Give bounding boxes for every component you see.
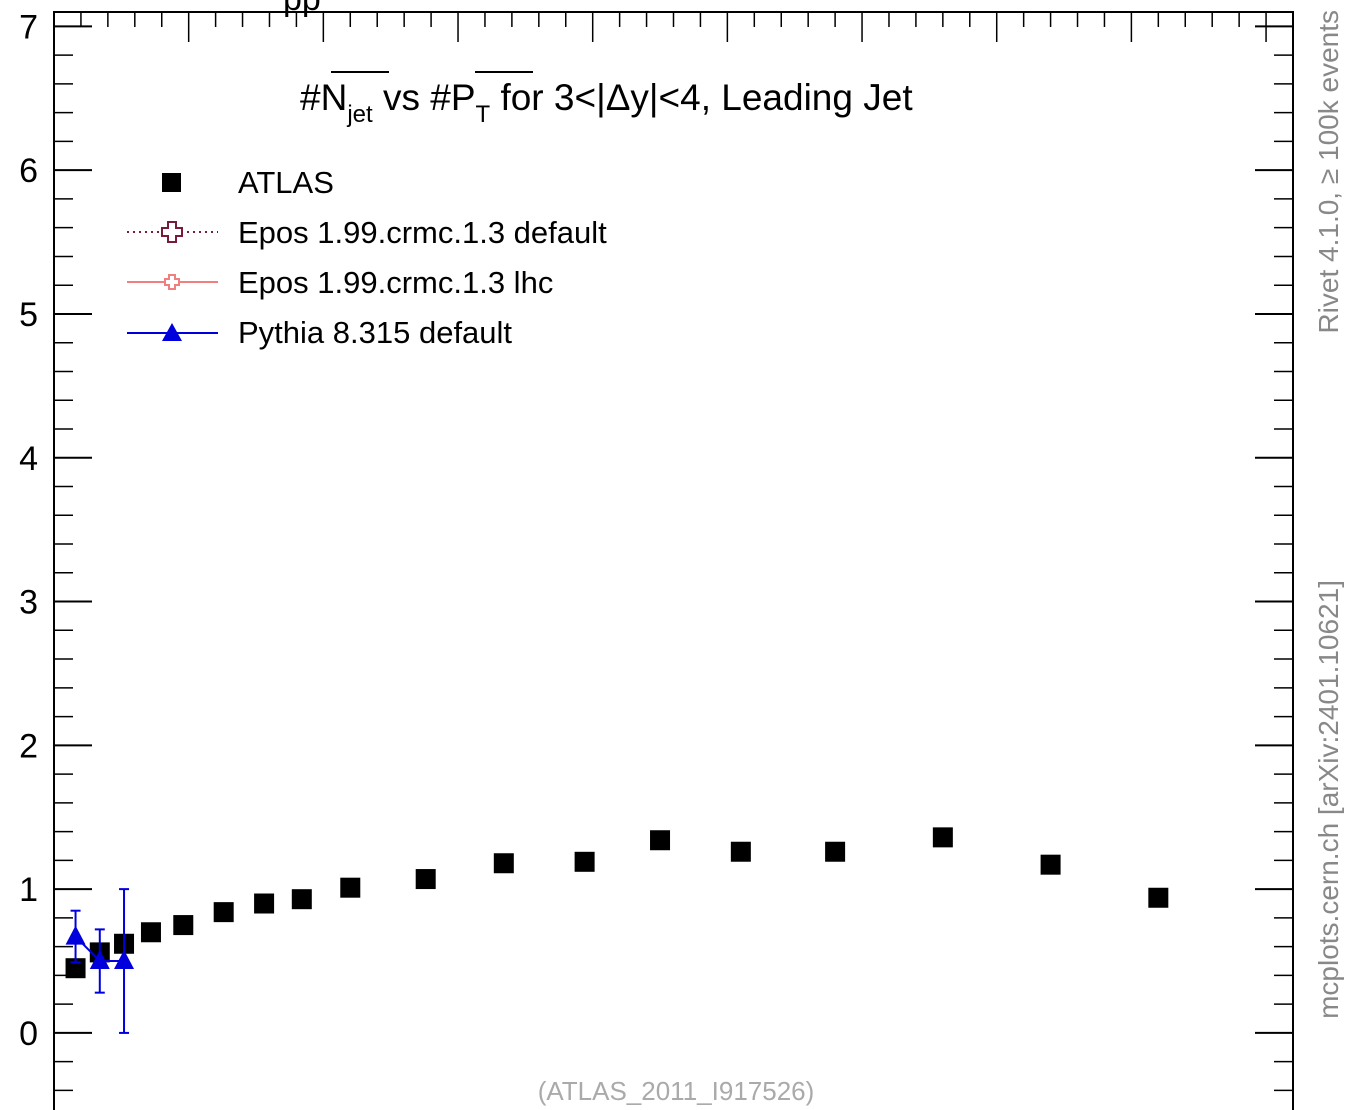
data-point-square bbox=[1040, 854, 1061, 875]
y-tick-label: 7 bbox=[19, 8, 38, 46]
y-tick-label: 6 bbox=[19, 152, 38, 190]
legend-item-epos-default: Epos 1.99.crmc.1.3 default bbox=[127, 215, 607, 250]
title-vs: vs # bbox=[373, 77, 452, 118]
legend-marker-square bbox=[162, 173, 181, 192]
legend-marker-open-cross bbox=[164, 274, 180, 290]
data-point-square bbox=[173, 915, 194, 936]
data-point-square bbox=[291, 889, 312, 910]
legend-marker-open-cross bbox=[161, 221, 183, 243]
data-point-square bbox=[650, 830, 671, 851]
title-hash-n: # bbox=[300, 77, 321, 118]
y-tick-label: 1 bbox=[19, 871, 38, 909]
legend-label-atlas: ATLAS bbox=[238, 165, 334, 200]
data-point-square bbox=[932, 827, 953, 848]
legend-item-epos-lhc: Epos 1.99.crmc.1.3 lhc bbox=[127, 265, 553, 300]
y-axis: 0 1 2 3 4 5 6 7 bbox=[19, 8, 1293, 1092]
series-atlas bbox=[65, 827, 1169, 979]
legend-label-epos-lhc: Epos 1.99.crmc.1.3 lhc bbox=[238, 265, 553, 300]
svg-text:#Njet vs #PT for 3<|Δy|<4, Lea: #Njet vs #PT for 3<|Δy|<4, Leading Jet bbox=[300, 77, 913, 128]
data-point-square bbox=[140, 922, 161, 943]
y-tick-label: 0 bbox=[19, 1015, 38, 1053]
analysis-watermark: (ATLAS_2011_I917526) bbox=[538, 1076, 815, 1106]
chart-title: #Njet vs #PT for 3<|Δy|<4, Leading Jet bbox=[300, 71, 913, 128]
legend-item-atlas: ATLAS bbox=[162, 165, 334, 200]
data-point-triangle bbox=[65, 925, 86, 945]
mcplots-label: mcplots.cern.ch [arXiv:2401.10621] bbox=[1313, 580, 1344, 1019]
data-point-square bbox=[415, 869, 436, 890]
data-point-square bbox=[213, 902, 234, 923]
data-point-square bbox=[1148, 887, 1169, 908]
top-label: pp bbox=[283, 0, 321, 18]
y-tick-label: 3 bbox=[19, 584, 38, 622]
legend-label-pythia: Pythia 8.315 default bbox=[238, 315, 512, 350]
data-point-square bbox=[825, 841, 846, 862]
legend: ATLAS Epos 1.99.crmc.1.3 default Epos 1.… bbox=[127, 165, 607, 350]
series-pythia-8-315-default bbox=[65, 888, 135, 1034]
title-p-symbol: P bbox=[451, 77, 476, 118]
y-tick-label: 4 bbox=[19, 440, 38, 478]
data-point-square bbox=[254, 893, 275, 914]
data-point-square bbox=[340, 877, 361, 898]
data-layer bbox=[65, 827, 1169, 1034]
rivet-version-label: Rivet 4.1.0, ≥ 100k events bbox=[1313, 10, 1344, 334]
legend-marker-triangle bbox=[162, 323, 182, 341]
title-p-subscript: T bbox=[476, 101, 491, 128]
legend-item-pythia: Pythia 8.315 default bbox=[127, 315, 512, 350]
title-n-subscript: jet bbox=[346, 101, 373, 128]
data-point-square bbox=[730, 841, 751, 862]
data-point-square bbox=[574, 851, 595, 872]
title-n-symbol: N bbox=[321, 77, 348, 118]
title-suffix: for 3<|Δy|<4, Leading Jet bbox=[490, 77, 913, 118]
y-tick-label: 2 bbox=[19, 727, 38, 765]
x-axis-ticks bbox=[80, 12, 1267, 42]
y-tick-label: 5 bbox=[19, 296, 38, 334]
data-point-square bbox=[493, 853, 514, 874]
data-point-triangle bbox=[89, 950, 110, 970]
legend-label-epos-default: Epos 1.99.crmc.1.3 default bbox=[238, 215, 607, 250]
data-point-triangle bbox=[114, 950, 135, 970]
